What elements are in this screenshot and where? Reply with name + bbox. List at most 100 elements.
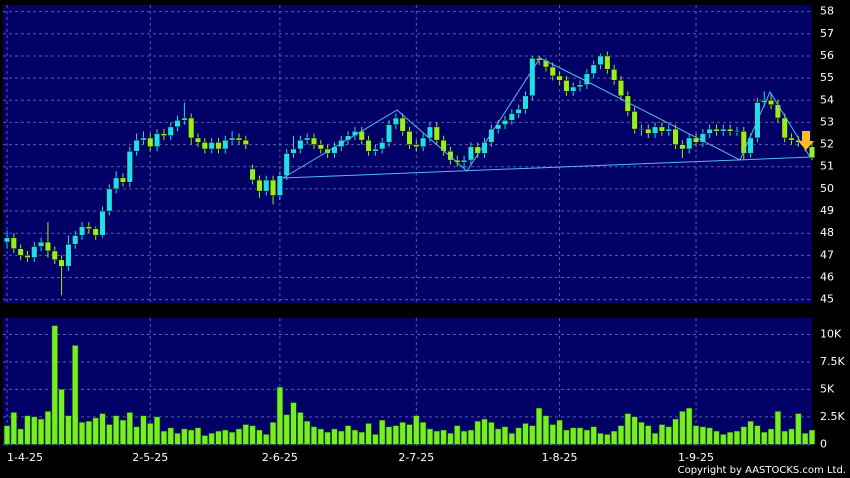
y-tick-label: 50 [820,182,834,195]
x-tick-label: 1-4-25 [7,451,43,464]
volume-bar [229,432,236,445]
candle-body [133,139,140,152]
volume-bar [611,430,618,445]
candle-body [249,168,256,181]
candle-body [706,128,713,134]
candle-body [638,128,645,131]
candle-body [611,69,618,81]
volume-bar [563,429,570,445]
y-tick-label: 5K [820,382,835,395]
volume-bar [188,429,195,445]
candle-body [188,117,195,139]
volume-bar [256,429,263,445]
candle-body [276,175,283,196]
candle-body [31,246,38,258]
y-tick-label: 53 [820,115,834,128]
candle-body [194,137,202,143]
candle-body [720,128,727,132]
volume-bar [733,430,741,445]
candle-body [788,137,795,141]
x-tick-label: 2-5-25 [132,451,168,464]
volume-bar [78,422,86,445]
volume-bar [160,430,167,445]
volume-bar [692,425,700,445]
volume-bar [672,418,679,445]
volume-bar [604,434,611,445]
candle-body [181,117,188,121]
volume-bar [297,412,304,445]
candle-body [665,128,672,132]
candle-body [501,119,509,125]
candle-body [310,137,318,145]
volume-bar [406,424,413,445]
volume-bar [263,434,270,445]
volume-bar [31,416,38,445]
volume-bar [433,430,440,445]
volume-bar [454,425,461,445]
y-tick-label: 0 [820,437,827,450]
candle-body [645,128,652,134]
candle-body [167,126,174,136]
volume-bar [338,430,345,445]
candle-body [577,84,584,88]
volume-bar [92,417,99,445]
candle-body [208,142,215,150]
candle-body [174,119,181,128]
volume-bar [747,421,754,445]
volume-bar [392,425,399,445]
candle-body [201,142,208,150]
volume-bar [365,423,372,445]
candle-body [256,179,263,192]
y-tick-label: 52 [820,138,834,151]
volume-bar [181,428,188,445]
volume-bar [699,426,706,445]
volume-bar [461,430,468,445]
volume-bar [795,413,802,445]
volume-bar [331,428,338,445]
candle-body [808,146,816,159]
candle-body [508,113,515,121]
candle-body [283,153,290,176]
candle-body [65,244,72,267]
volume-bar [522,423,529,445]
candle-body [747,137,754,154]
y-tick-label: 45 [820,293,834,306]
x-tick-label: 1-9-25 [678,451,714,464]
volume-bar [290,402,297,445]
candle-body [365,139,372,152]
volume-bar [283,414,290,445]
candle-body [270,179,277,196]
y-tick-label: 48 [820,226,834,239]
volume-bar [10,412,17,445]
candle-body [222,139,229,150]
candle-body [85,226,92,230]
candle-body [113,177,120,190]
volume-bar [808,429,816,445]
candle-body [38,241,45,247]
candle-body [215,142,222,150]
volume-bar [447,433,454,445]
candle-body [229,137,236,141]
volume-bar [358,432,365,445]
volume-bar [351,429,358,445]
volume-bar [720,434,727,445]
candle-body [488,128,495,143]
volume-bar [194,427,202,445]
volume-bar [788,428,795,445]
candle-body [426,126,434,139]
candle-body [570,86,577,92]
y-tick-label: 55 [820,71,834,84]
x-tick-label: 2-6-25 [262,451,298,464]
candle-body [399,117,406,132]
candle-body [563,80,570,92]
volume-bar [317,428,324,445]
volume-bar [24,415,31,445]
volume-bar [679,411,686,445]
candle-body [379,142,386,150]
volume-bar [542,415,549,445]
volume-bar [133,426,140,445]
copyright: Copyright by AASTOCKS.com Ltd. [678,465,846,476]
volume-bar [624,413,631,445]
volume-bar [99,413,106,445]
